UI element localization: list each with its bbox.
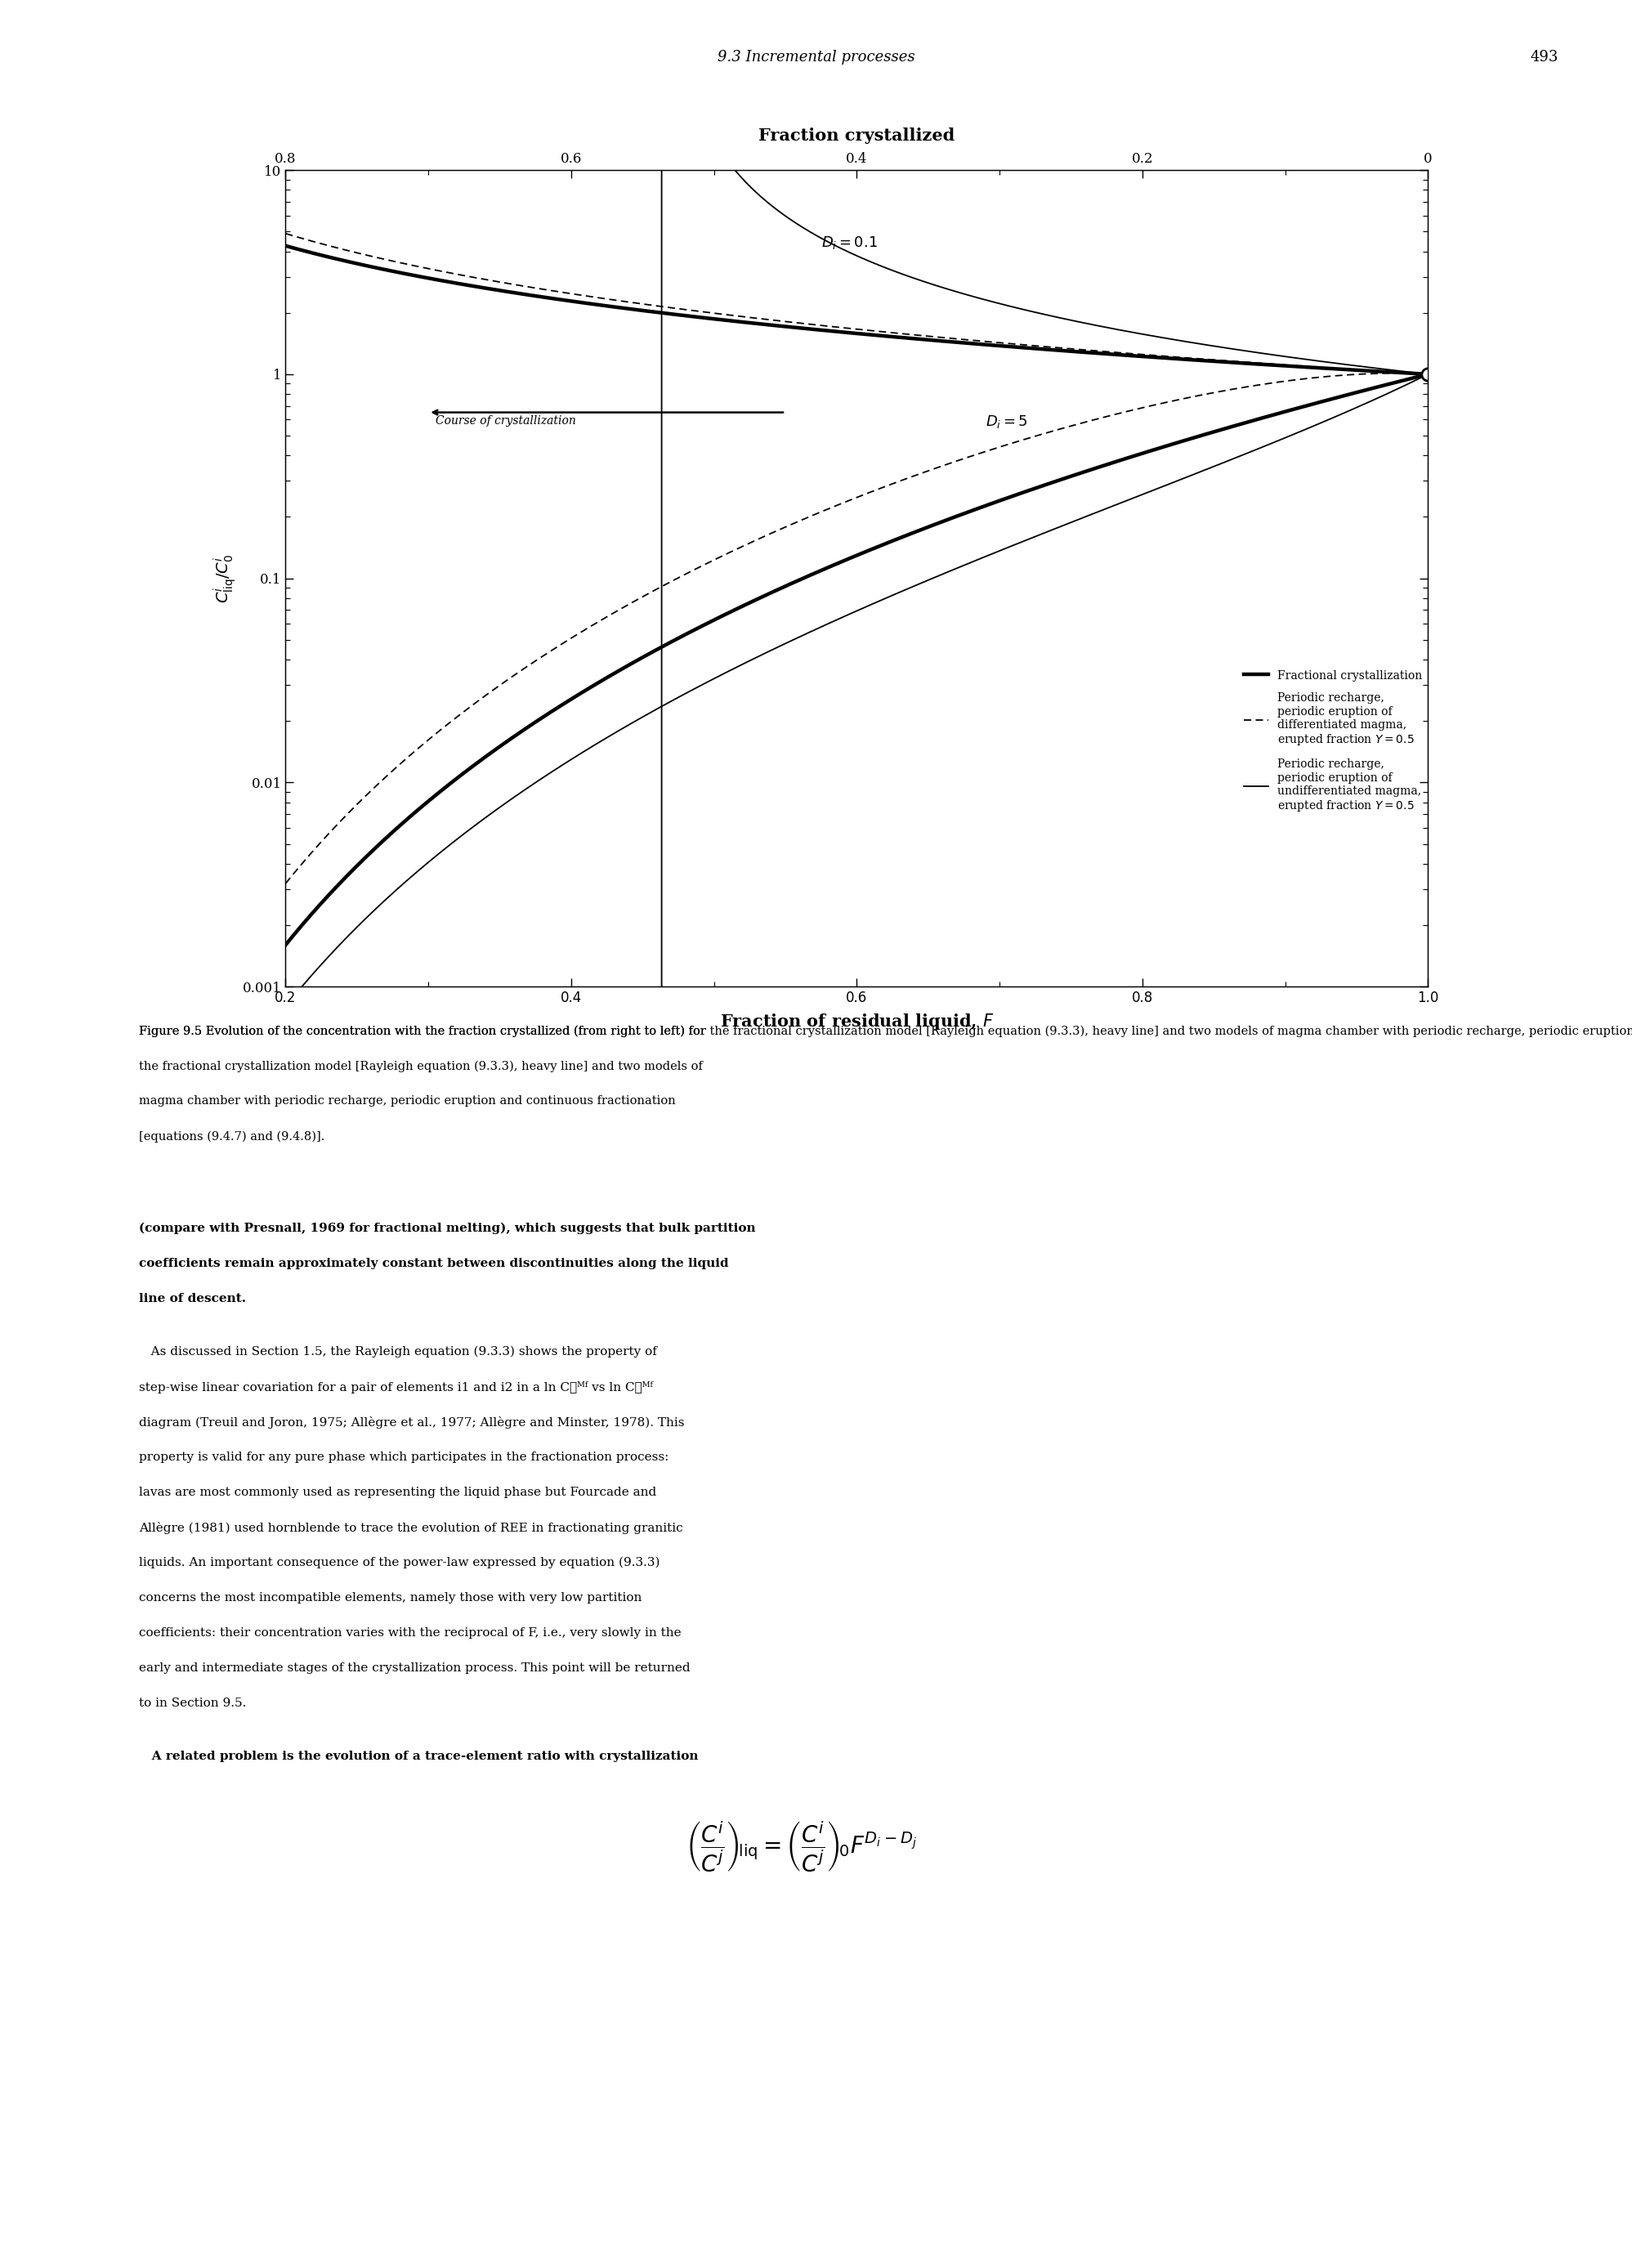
Text: Allègre (1981) used hornblende to trace the evolution of REE in fractionating gr: Allègre (1981) used hornblende to trace … bbox=[139, 1522, 682, 1533]
Text: step-wise linear covariation for a pair of elements i1 and i2 in a ln Cᵱᴹᶠ vs ln: step-wise linear covariation for a pair … bbox=[139, 1381, 653, 1393]
Text: diagram (Treuil and Joron, 1975; Allègre et al., 1977; Allègre and Minster, 1978: diagram (Treuil and Joron, 1975; Allègre… bbox=[139, 1415, 684, 1429]
Text: concerns the most incompatible elements, namely those with very low partition: concerns the most incompatible elements,… bbox=[139, 1592, 641, 1603]
Text: 9.3 Incremental processes: 9.3 Incremental processes bbox=[718, 50, 914, 64]
Text: property is valid for any pure phase which participates in the fractionation pro: property is valid for any pure phase whi… bbox=[139, 1452, 669, 1463]
Y-axis label: $C^i_{\mathrm{liq}}/C^i_0$: $C^i_{\mathrm{liq}}/C^i_0$ bbox=[212, 553, 238, 603]
Text: Figure 9.5 Evolution of the concentration with the fraction crystallized (from r: Figure 9.5 Evolution of the concentratio… bbox=[139, 1025, 1632, 1036]
Text: to in Section 9.5.: to in Section 9.5. bbox=[139, 1696, 246, 1710]
Text: $D_i = 0.1$: $D_i = 0.1$ bbox=[821, 236, 878, 252]
Text: A related problem is the evolution of a trace-element ratio with crystallization: A related problem is the evolution of a … bbox=[139, 1751, 698, 1762]
Text: liquids. An important consequence of the power-law expressed by equation (9.3.3): liquids. An important consequence of the… bbox=[139, 1556, 659, 1569]
Text: magma chamber with periodic recharge, periodic eruption and continuous fractiona: magma chamber with periodic recharge, pe… bbox=[139, 1095, 676, 1107]
Text: the fractional crystallization model [Rayleigh equation (9.3.3), heavy line] and: the fractional crystallization model [Ra… bbox=[139, 1059, 702, 1073]
Text: coefficients remain approximately constant between discontinuities along the liq: coefficients remain approximately consta… bbox=[139, 1256, 728, 1270]
Legend: Fractional crystallization, Periodic recharge,
periodic eruption of
differentiat: Fractional crystallization, Periodic rec… bbox=[1244, 669, 1423, 814]
X-axis label: Fraction crystallized: Fraction crystallized bbox=[759, 127, 955, 145]
Text: line of descent.: line of descent. bbox=[139, 1293, 246, 1304]
Text: Course of crystallization: Course of crystallization bbox=[436, 415, 576, 426]
Text: Figure 9.5 Evolution of the concentration with the fraction crystallized (from r: Figure 9.5 Evolution of the concentratio… bbox=[139, 1025, 705, 1036]
Text: early and intermediate stages of the crystallization process. This point will be: early and intermediate stages of the cry… bbox=[139, 1662, 690, 1674]
Text: $\left(\dfrac{C^i}{C^j}\right)_{\!\rm liq} = \left(\dfrac{C^i}{C^j}\right)_{\!0}: $\left(\dfrac{C^i}{C^j}\right)_{\!\rm li… bbox=[685, 1819, 917, 1873]
X-axis label: Fraction of residual liquid, $F$: Fraction of residual liquid, $F$ bbox=[720, 1012, 994, 1032]
Text: $D_i = 5$: $D_i = 5$ bbox=[986, 413, 1028, 429]
Text: (compare with Presnall, 1969 for fractional melting), which suggests that bulk p: (compare with Presnall, 1969 for fractio… bbox=[139, 1222, 756, 1234]
Text: lavas are most commonly used as representing the liquid phase but Fourcade and: lavas are most commonly used as represen… bbox=[139, 1488, 656, 1499]
Text: As discussed in Section 1.5, the Rayleigh equation (9.3.3) shows the property of: As discussed in Section 1.5, the Rayleig… bbox=[139, 1345, 656, 1359]
Text: [equations (9.4.7) and (9.4.8)].: [equations (9.4.7) and (9.4.8)]. bbox=[139, 1129, 325, 1143]
Text: coefficients: their concentration varies with the reciprocal of F, i.e., very sl: coefficients: their concentration varies… bbox=[139, 1628, 681, 1640]
Text: 493: 493 bbox=[1531, 50, 1559, 64]
